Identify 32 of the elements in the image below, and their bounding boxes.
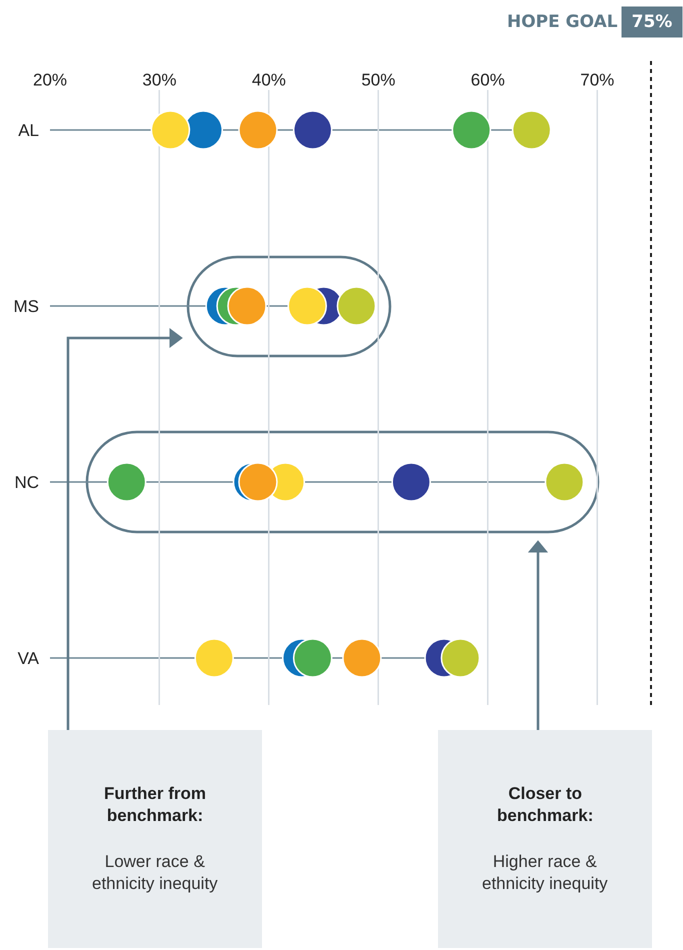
point bbox=[227, 286, 267, 326]
point bbox=[292, 638, 332, 678]
point bbox=[292, 110, 332, 150]
x-tick-label: 70% bbox=[580, 70, 614, 90]
ref-line-label: HOPE GOAL bbox=[507, 12, 618, 32]
point bbox=[544, 462, 584, 502]
text: 75% bbox=[632, 12, 672, 32]
point bbox=[194, 638, 234, 678]
x-tick-label: 50% bbox=[361, 70, 396, 90]
x-tick-label: 40% bbox=[252, 70, 286, 90]
y-tick-label: VA bbox=[18, 648, 40, 668]
point bbox=[287, 286, 327, 326]
text: Lower race & ethnicity inequity bbox=[92, 852, 218, 894]
y-tick-label: MS bbox=[14, 296, 39, 316]
point bbox=[336, 286, 376, 326]
x-tick-label: 30% bbox=[142, 70, 176, 90]
x-tick-label: 60% bbox=[470, 70, 505, 90]
y-tick-label: AL bbox=[18, 120, 39, 140]
text: Higher race & ethnicity inequity bbox=[482, 852, 608, 894]
text: Closer to benchmark: bbox=[497, 784, 594, 826]
y-tick-label: NC bbox=[14, 472, 39, 492]
text: Further from benchmark: bbox=[104, 784, 206, 826]
point bbox=[391, 462, 431, 502]
point bbox=[452, 110, 492, 150]
point bbox=[106, 462, 146, 502]
point bbox=[238, 462, 278, 502]
point bbox=[150, 110, 190, 150]
point bbox=[238, 110, 278, 150]
point bbox=[440, 638, 480, 678]
point bbox=[342, 638, 382, 678]
x-tick-label: 20% bbox=[32, 70, 68, 90]
point bbox=[512, 110, 552, 150]
